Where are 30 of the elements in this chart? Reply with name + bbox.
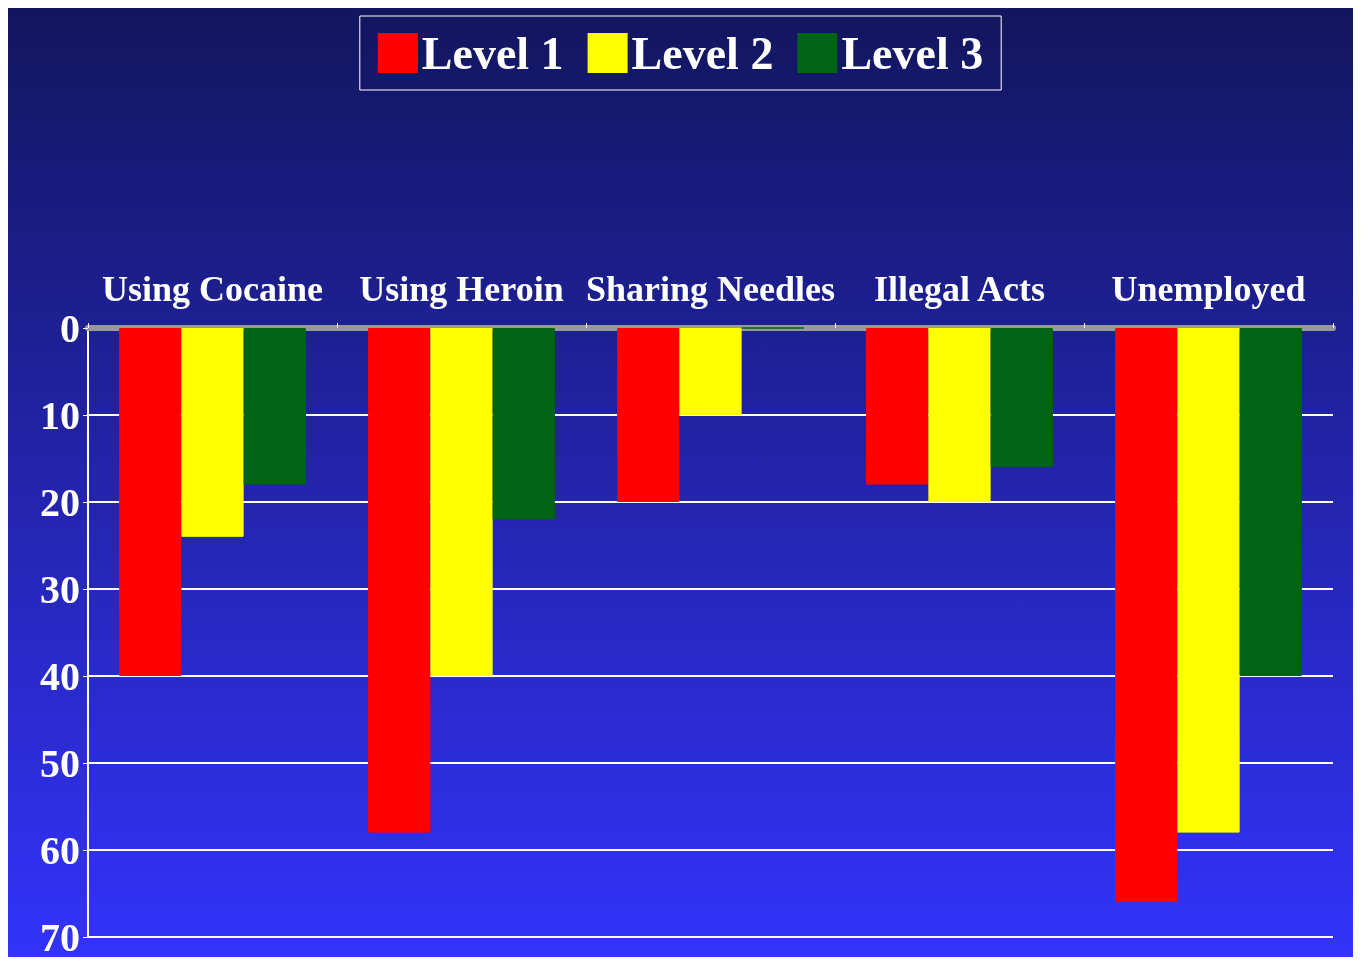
bar — [679, 328, 742, 415]
bar — [866, 328, 929, 485]
y-tick-label: 0 — [60, 305, 80, 351]
x-tick-label: Sharing Needles — [585, 269, 836, 309]
legend-label: Level 1 — [421, 27, 564, 79]
bar — [1177, 328, 1240, 833]
bar — [1115, 328, 1178, 903]
y-tick-label: 40 — [40, 653, 80, 699]
x-tick-label: Using Heroin — [359, 269, 564, 309]
bar — [928, 328, 991, 502]
y-tick-label: 10 — [40, 392, 80, 438]
bar — [1239, 328, 1302, 676]
y-tick-label: 30 — [40, 566, 80, 612]
x-tick-label: Unemployed — [1111, 269, 1306, 309]
y-tick-label: 70 — [40, 914, 80, 960]
legend-label: Level 2 — [631, 27, 774, 79]
x-tick-label: Illegal Acts — [874, 269, 1045, 309]
bar — [119, 328, 182, 676]
bar — [492, 328, 555, 520]
bar — [368, 328, 431, 833]
bar — [430, 328, 493, 676]
y-tick-label: 60 — [40, 827, 80, 873]
y-tick-label: 20 — [40, 479, 80, 525]
bar — [617, 328, 680, 502]
legend-label: Level 3 — [841, 27, 984, 79]
bar — [181, 328, 244, 537]
bar — [990, 328, 1053, 468]
y-tick-label: 50 — [40, 740, 80, 786]
bar — [243, 328, 306, 485]
x-tick-label: Using Cocaine — [101, 269, 324, 309]
